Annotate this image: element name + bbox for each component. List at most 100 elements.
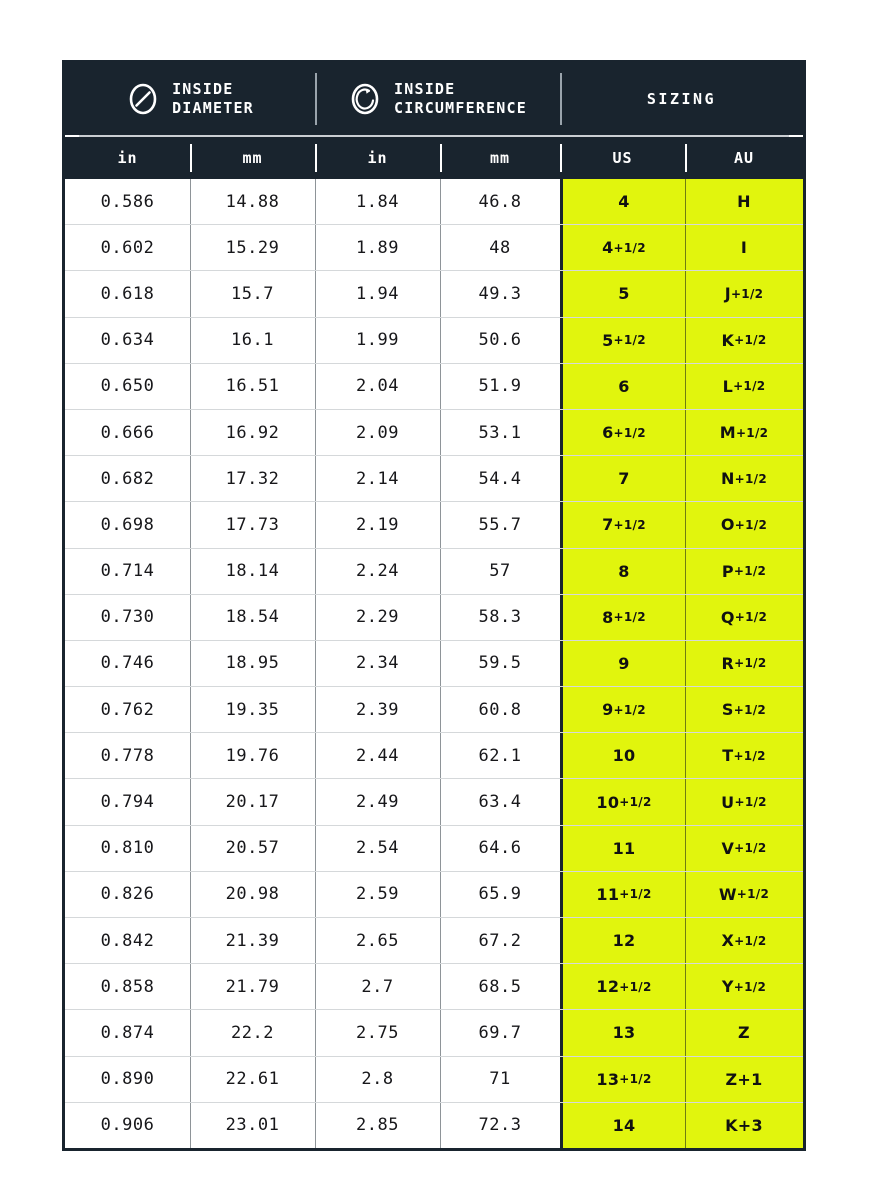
cell-circumference-mm: 69.7 xyxy=(440,1010,560,1056)
cell-size-au: I xyxy=(685,225,803,271)
size-value: W xyxy=(718,884,737,904)
size-fraction: +1/2 xyxy=(613,702,646,717)
table-row: 0.730 18.54 2.29 58.3 8 +1/2 Q +1/2 xyxy=(65,593,803,641)
circle-diameter-icon xyxy=(126,82,160,116)
cell-size-us: 9 +1/2 xyxy=(560,687,685,733)
cell-diameter-mm: 16.92 xyxy=(190,409,315,456)
group-header-inside-diameter: INSIDE DIAMETER xyxy=(65,63,315,135)
group-header-line2: CIRCUMFERENCE xyxy=(394,99,527,117)
cell-circumference-mm: 64.6 xyxy=(440,825,560,872)
size-fraction: +1/2 xyxy=(734,610,768,625)
cell-size-us: 11 +1/2 xyxy=(560,871,685,917)
cell-size-au: Z+1 xyxy=(685,1056,803,1102)
cell-circumference-mm: 51.9 xyxy=(440,363,560,410)
cell-circumference-in: 2.24 xyxy=(315,548,440,594)
cell-diameter-mm: 19.35 xyxy=(190,687,315,733)
cell-diameter-mm: 20.17 xyxy=(190,779,315,825)
size-value: 11 xyxy=(612,838,636,858)
table-body: 0.586 14.88 1.84 46.8 4 H 0.602 15.29 1.89 48 4 +1/… xyxy=(65,179,803,1149)
cell-circumference-mm: 68.5 xyxy=(440,964,560,1010)
cell-circumference-in: 2.54 xyxy=(315,825,440,872)
cell-size-au: H xyxy=(685,179,803,225)
cell-diameter-mm: 16.1 xyxy=(190,317,315,363)
table-group-header: INSIDE DIAMETER INSIDE xyxy=(65,63,803,135)
table-row: 0.714 18.14 2.24 57 8 P +1/2 xyxy=(65,547,803,594)
column-header-au: AU xyxy=(685,137,803,179)
size-value: I xyxy=(740,238,748,258)
cell-size-au: N +1/2 xyxy=(685,456,803,502)
column-header-circumference-in: in xyxy=(315,137,440,179)
cell-diameter-in: 0.618 xyxy=(100,283,155,304)
cell-diameter-in: 0.666 xyxy=(100,422,155,443)
size-value: 11 xyxy=(596,884,620,904)
cell-size-au: K+3 xyxy=(685,1102,803,1149)
cell-diameter-in: 0.714 xyxy=(100,561,155,582)
size-value: S xyxy=(721,700,734,720)
table-row: 0.810 20.57 2.54 64.6 11 V +1/2 xyxy=(65,824,803,872)
group-header-line1: INSIDE xyxy=(394,80,456,98)
cell-circumference-in: 2.85 xyxy=(315,1102,440,1149)
size-fraction: +1/2 xyxy=(734,471,768,486)
size-value: K xyxy=(721,330,735,350)
cell-size-us: 8 +1/2 xyxy=(560,594,685,640)
cell-size-us: 11 xyxy=(560,825,685,871)
cell-diameter-mm: 20.57 xyxy=(190,825,315,872)
cell-size-au: R +1/2 xyxy=(685,640,803,687)
cell-diameter-mm: 22.61 xyxy=(190,1056,315,1102)
cell-circumference-mm: 65.9 xyxy=(440,871,560,918)
size-fraction: +1/2 xyxy=(734,656,767,671)
cell-diameter-mm: 21.39 xyxy=(190,918,315,964)
size-fraction: +1/2 xyxy=(733,748,766,763)
size-fraction: +1/2 xyxy=(733,979,767,994)
size-value: 13 xyxy=(596,1069,620,1089)
cell-circumference-in: 2.14 xyxy=(315,456,440,502)
cell-size-us: 13 xyxy=(560,1010,685,1056)
size-value: 4 xyxy=(618,192,630,212)
group-header-inside-diameter-label: INSIDE DIAMETER xyxy=(172,80,254,118)
cell-circumference-in: 1.89 xyxy=(315,225,440,271)
cell-circumference-mm: 71 xyxy=(440,1056,560,1102)
size-value: 8 xyxy=(602,607,614,627)
cell-size-us: 10 +1/2 xyxy=(560,779,685,825)
size-value: Y xyxy=(721,977,734,997)
size-fraction: +1/2 xyxy=(613,610,646,625)
cell-circumference-mm: 55.7 xyxy=(440,502,560,548)
cell-circumference-in: 2.39 xyxy=(315,687,440,733)
size-value: 4 xyxy=(602,238,614,258)
cell-size-us: 5 xyxy=(560,271,685,317)
table-row: 0.906 23.01 2.85 72.3 14 K+3 xyxy=(65,1101,803,1149)
cell-diameter-in: 0.762 xyxy=(100,699,155,720)
size-value: 10 xyxy=(596,792,620,812)
size-value: 7 xyxy=(618,469,630,489)
cell-diameter-in: 0.826 xyxy=(100,884,155,905)
size-fraction: +1/2 xyxy=(613,333,646,348)
table-unit-header: in mm in mm US AU xyxy=(65,137,803,179)
table-row: 0.682 17.32 2.14 54.4 7 N +1/2 xyxy=(65,455,803,502)
table-row: 0.858 21.79 2.7 68.5 12 +1/2 Y +1/2 xyxy=(65,963,803,1010)
cell-diameter-mm: 22.2 xyxy=(190,1010,315,1056)
cell-circumference-in: 1.84 xyxy=(315,179,440,225)
cell-diameter-in: 0.890 xyxy=(100,1069,155,1090)
cell-diameter-mm: 14.88 xyxy=(190,179,315,225)
cell-circumference-in: 1.99 xyxy=(315,317,440,363)
size-fraction: +1/2 xyxy=(733,702,767,717)
cell-diameter-in: 0.650 xyxy=(100,376,155,397)
table-row: 0.634 16.1 1.99 50.6 5 +1/2 K +1/2 xyxy=(65,316,803,363)
cell-diameter-mm: 23.01 xyxy=(190,1102,315,1149)
size-value: L xyxy=(722,376,734,396)
size-value: 6 xyxy=(602,423,614,443)
size-value: 9 xyxy=(618,653,630,673)
cell-diameter-in: 0.634 xyxy=(100,330,155,351)
cell-circumference-in: 2.04 xyxy=(315,363,440,410)
size-fraction: +1/2 xyxy=(733,379,766,394)
cell-diameter-in: 0.698 xyxy=(100,514,155,535)
ring-size-table: INSIDE DIAMETER INSIDE xyxy=(62,60,806,1151)
cell-size-au: U +1/2 xyxy=(685,779,803,825)
size-value: O xyxy=(720,515,735,535)
cell-size-au: S +1/2 xyxy=(685,687,803,733)
column-header-diameter-mm: mm xyxy=(190,137,315,179)
group-header-inside-circumference: INSIDE CIRCUMFERENCE xyxy=(315,63,560,135)
cell-diameter-mm: 18.95 xyxy=(190,640,315,687)
cell-diameter-in: 0.874 xyxy=(100,1022,155,1043)
cell-size-au: X +1/2 xyxy=(685,918,803,964)
